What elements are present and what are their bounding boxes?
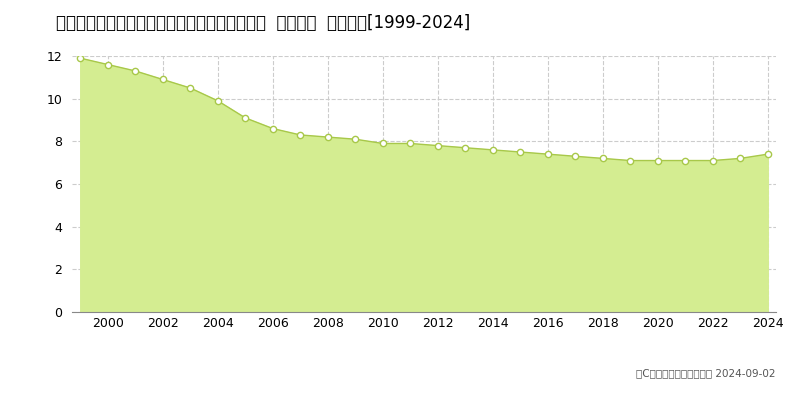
Text: 三重県桑名市大字桑部字松ケ下１０４８番１外  地価公示  地価推移[1999-2024]: 三重県桑名市大字桑部字松ケ下１０４８番１外 地価公示 地価推移[1999-202… [56, 14, 470, 32]
Text: （C）土地価格ドットコム 2024-09-02: （C）土地価格ドットコム 2024-09-02 [637, 368, 776, 378]
